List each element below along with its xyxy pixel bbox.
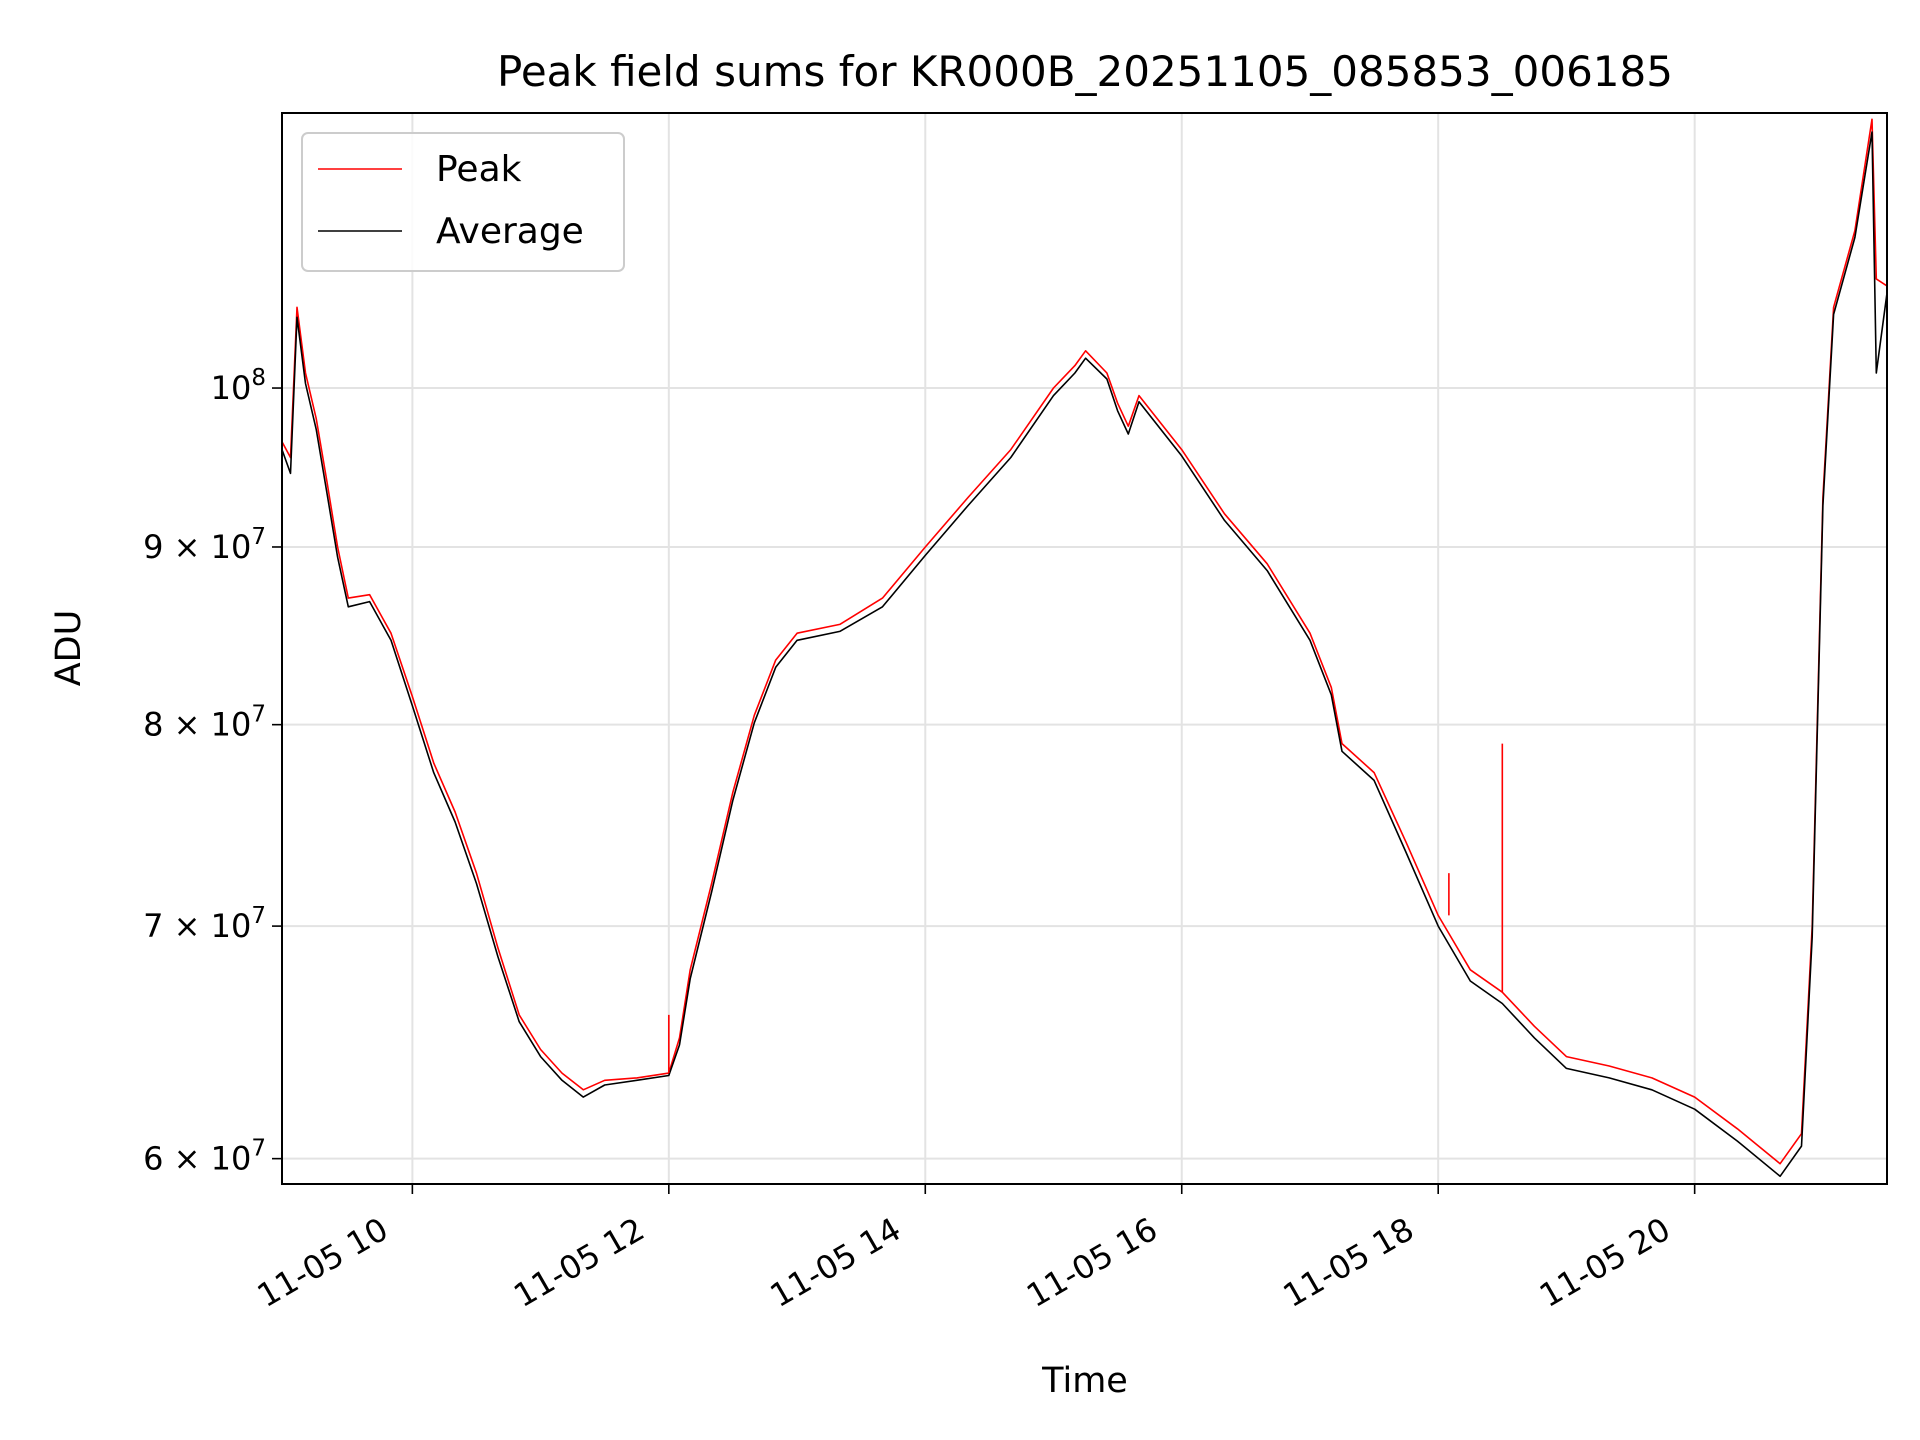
y-tick-label: 6 × 107 (143, 1136, 266, 1178)
legend: Peak Average (301, 132, 625, 272)
y-tick-label: 8 × 107 (143, 702, 266, 744)
x-axis-label: Time (1041, 1361, 1128, 1401)
y-axis-label: ADU (49, 610, 89, 687)
y-tick-label: 9 × 107 (143, 524, 266, 566)
series-line-peak (282, 118, 1887, 1165)
plot-frame (281, 112, 1888, 1185)
legend-box (301, 132, 625, 272)
y-tick-label: 108 (211, 365, 266, 407)
series-layer (282, 118, 1887, 1178)
grid (282, 113, 1887, 1184)
chart-title: Peak field sums for KR000B_20251105_0858… (497, 47, 1673, 96)
legend-label-average: Average (436, 211, 584, 252)
y-tick-label: 7 × 107 (143, 903, 266, 945)
series-line-average (282, 131, 1887, 1178)
legend-label-peak: Peak (436, 149, 522, 190)
